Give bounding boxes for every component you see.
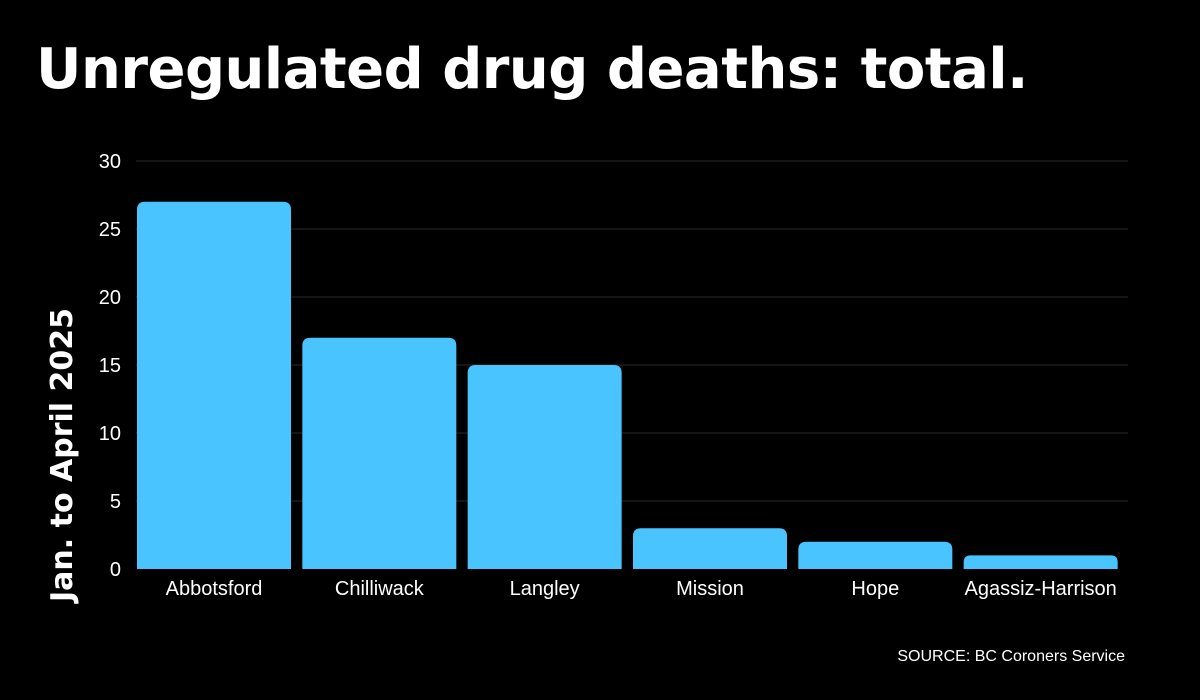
bar-agassiz-harrison [963, 555, 1118, 569]
gridlines [136, 160, 1128, 502]
bar-abbotsford [137, 201, 291, 570]
y-tick-label: 25 [99, 219, 121, 241]
x-category-label: Agassiz-Harrison [965, 578, 1117, 600]
y-tick-label: 5 [110, 491, 121, 513]
y-axis-label: Jan. to April 2025 [45, 308, 80, 602]
bars [137, 201, 1118, 570]
bar-hope [798, 541, 953, 569]
y-tick-label: 30 [99, 151, 121, 173]
bar-langley [467, 365, 622, 569]
y-tick-label: 10 [99, 423, 121, 445]
y-tick-label: 20 [99, 287, 121, 309]
y-tick-label: 0 [110, 559, 121, 581]
x-category-label: Mission [676, 578, 744, 600]
bar-mission [633, 528, 787, 569]
x-axis-categories: Abbotsford Chilliwack Langley Mission Hope Ag… [166, 578, 1117, 600]
x-category-label: Chilliwack [335, 578, 425, 600]
y-axis-ticks: 0 5 10 15 20 25 30 [99, 151, 121, 581]
chart-title: Unregulated drug deaths: total. [36, 37, 1028, 102]
y-tick-label: 15 [99, 355, 121, 377]
source-note: SOURCE: BC Coroners Service [897, 648, 1125, 665]
x-category-label: Hope [851, 578, 899, 600]
bar-chilliwack [302, 337, 457, 569]
x-category-label: Abbotsford [166, 578, 263, 600]
x-category-label: Langley [510, 578, 580, 600]
